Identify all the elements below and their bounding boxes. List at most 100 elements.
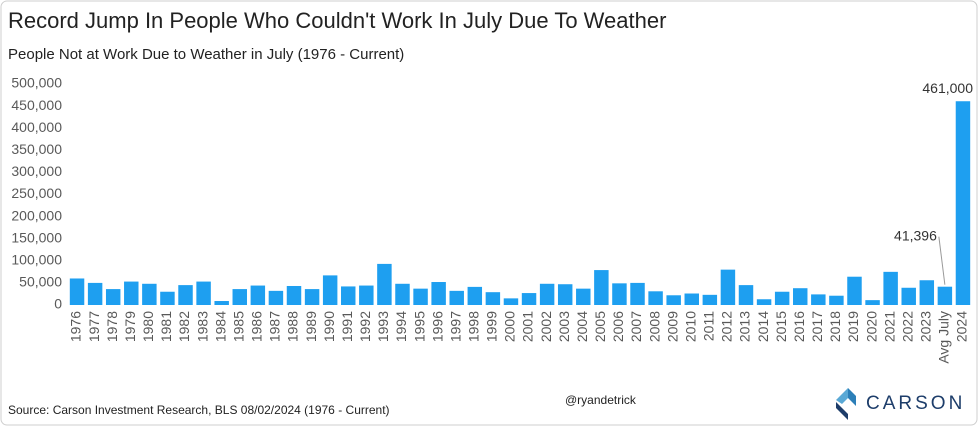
bar [160,291,175,305]
x-tick-label: Avg July [936,311,952,364]
x-tick-label: 1999 [484,311,500,342]
y-tick-label: 250,000 [11,185,62,201]
bar [449,290,464,305]
x-tick-label: 1985 [230,311,246,342]
bar [576,288,591,305]
x-tick-label: 2016 [791,311,807,342]
bar [359,285,374,305]
bar [955,101,971,305]
bar [919,280,935,305]
x-tick-label: 2024 [954,311,970,342]
bar [250,285,266,305]
bar [666,295,681,305]
bar [196,281,211,305]
bar [684,293,699,305]
x-tick-label: 2014 [755,311,771,342]
bar [720,269,736,305]
bar [630,282,645,305]
bar [413,288,428,305]
handle: @ryandetrick [565,393,637,407]
y-tick-label: 0 [54,296,62,312]
y-tick-label: 450,000 [11,97,62,113]
bar [756,299,772,305]
bar [503,298,519,305]
bar [793,288,808,305]
bar [557,284,573,305]
x-tick-label: 2009 [664,311,680,342]
x-tick-label: 1980 [140,311,156,342]
bar [214,301,229,305]
x-tick-label: 2002 [538,311,554,342]
x-tick-label: 2018 [827,311,843,342]
bar [865,300,880,305]
bar [377,263,392,305]
x-tick-label: 1989 [303,311,319,342]
bar [341,286,356,305]
x-tick-label: 1977 [86,311,102,342]
y-tick-label: 200,000 [11,207,62,223]
x-tick-label: 1995 [411,311,427,342]
x-tick-label: 2023 [918,311,934,342]
x-tick-label: 1981 [158,311,174,342]
leader-line [938,236,946,285]
bar [286,285,302,305]
brand-logo [836,388,856,420]
x-tick-label: 1982 [176,311,192,342]
x-tick-label: 1998 [466,311,482,342]
x-tick-label: 2019 [845,311,861,342]
x-tick-label: 2020 [863,311,879,342]
x-tick-label: 2007 [628,311,644,342]
x-tick-label: 2011 [701,311,717,341]
x-tick-label: 2001 [520,311,536,342]
chart-title: Record Jump In People Who Couldn't Work … [8,8,666,33]
x-tick-label: 1990 [321,311,337,342]
bar [69,278,85,305]
x-tick-label: 2008 [646,311,662,342]
value-label: 461,000 [922,80,973,96]
y-tick-label: 150,000 [11,229,62,245]
bar [648,291,663,305]
x-tick-label: 1992 [357,311,373,342]
source: Source: Carson Investment Research, BLS … [8,403,390,417]
bar [87,282,103,305]
value-label: 41,396 [894,227,937,243]
bar [937,286,953,305]
x-tick-label: 2021 [881,311,897,342]
bar [901,287,916,305]
y-tick-label: 300,000 [11,163,62,179]
y-tick-label: 500,000 [11,75,62,91]
x-tick-label: 2003 [556,311,572,342]
bar [322,275,338,305]
x-tick-label: 2013 [737,311,753,342]
bar [431,282,446,305]
bar [738,285,754,305]
bar [883,271,898,305]
y-tick-label: 100,000 [11,252,62,268]
bar [268,290,284,305]
x-tick-label: 1997 [447,311,463,342]
chart-subtitle: People Not at Work Due to Weather in Jul… [8,46,404,63]
bar [232,289,247,305]
bar [467,286,483,305]
bar [594,270,609,305]
bar [485,292,501,305]
x-tick-label: 2005 [592,311,608,342]
bar [612,283,627,305]
y-tick-label: 350,000 [11,141,62,157]
x-tick-label: 2022 [899,311,915,342]
bar [521,293,537,305]
y-tick-label: 50,000 [19,274,62,290]
x-tick-label: 1978 [104,311,120,342]
x-tick-label: 1993 [375,311,391,342]
x-tick-label: 2017 [809,311,825,342]
bar [774,291,790,305]
bar [811,294,826,305]
bar [395,283,410,305]
brand-name: CARSON [866,393,965,414]
bar [105,289,121,305]
x-tick-label: 1986 [249,311,265,342]
x-tick-label: 1983 [194,311,210,342]
x-tick-label: 2015 [773,311,789,342]
